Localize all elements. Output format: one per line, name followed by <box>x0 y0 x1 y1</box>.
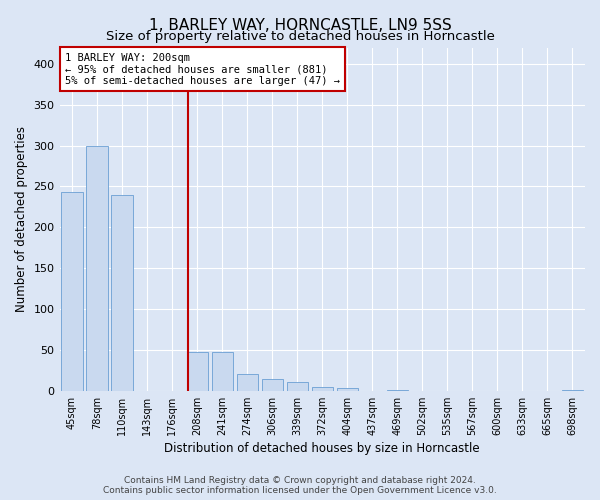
Bar <box>262 380 283 391</box>
Bar <box>61 192 83 391</box>
Bar <box>562 390 583 391</box>
Text: Size of property relative to detached houses in Horncastle: Size of property relative to detached ho… <box>106 30 494 43</box>
Text: 1, BARLEY WAY, HORNCASTLE, LN9 5SS: 1, BARLEY WAY, HORNCASTLE, LN9 5SS <box>149 18 451 32</box>
Bar <box>387 390 408 391</box>
X-axis label: Distribution of detached houses by size in Horncastle: Distribution of detached houses by size … <box>164 442 480 455</box>
Text: Contains HM Land Registry data © Crown copyright and database right 2024.
Contai: Contains HM Land Registry data © Crown c… <box>103 476 497 495</box>
Bar <box>112 194 133 391</box>
Bar <box>86 146 108 391</box>
Bar <box>287 382 308 391</box>
Bar <box>212 352 233 391</box>
Bar <box>337 388 358 391</box>
Y-axis label: Number of detached properties: Number of detached properties <box>15 126 28 312</box>
Bar <box>311 386 333 391</box>
Bar <box>187 352 208 391</box>
Text: 1 BARLEY WAY: 200sqm
← 95% of detached houses are smaller (881)
5% of semi-detac: 1 BARLEY WAY: 200sqm ← 95% of detached h… <box>65 52 340 86</box>
Bar <box>236 374 258 391</box>
